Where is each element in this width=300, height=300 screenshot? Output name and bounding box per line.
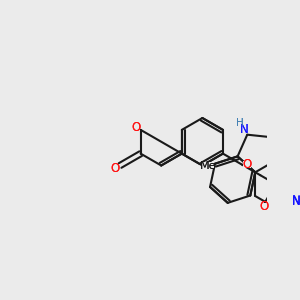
Text: O: O (131, 121, 140, 134)
FancyBboxPatch shape (243, 161, 251, 168)
Text: N: N (292, 194, 300, 208)
Text: H: H (236, 118, 244, 128)
Text: O: O (131, 121, 140, 134)
FancyBboxPatch shape (111, 165, 119, 172)
Text: O: O (242, 158, 251, 171)
Text: Me: Me (200, 161, 216, 171)
Text: N: N (240, 123, 248, 136)
Text: H: H (236, 118, 244, 128)
FancyBboxPatch shape (260, 203, 268, 210)
FancyBboxPatch shape (132, 123, 140, 131)
Text: Me: Me (200, 161, 216, 171)
Text: O: O (260, 200, 269, 213)
FancyBboxPatch shape (202, 162, 214, 169)
Text: O: O (242, 158, 251, 171)
Text: N: N (292, 195, 300, 208)
FancyBboxPatch shape (240, 126, 248, 133)
Text: N: N (240, 123, 248, 136)
Text: N: N (292, 195, 300, 208)
Text: O: O (260, 200, 269, 213)
Text: O: O (111, 162, 120, 175)
Text: O: O (111, 162, 120, 175)
FancyBboxPatch shape (292, 198, 300, 205)
